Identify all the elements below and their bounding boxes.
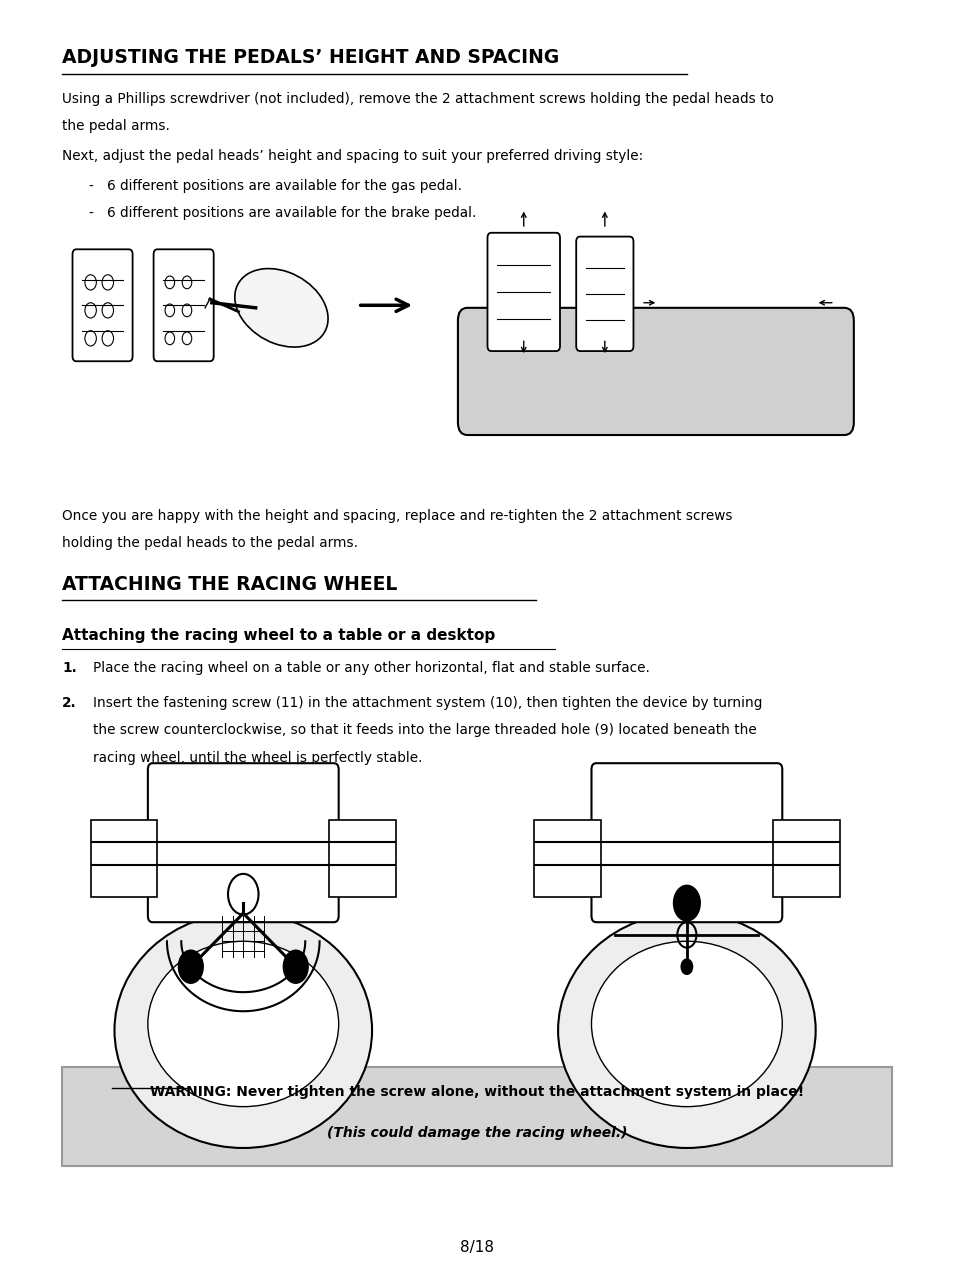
Ellipse shape bbox=[558, 913, 815, 1147]
Text: Once you are happy with the height and spacing, replace and re-tighten the 2 att: Once you are happy with the height and s… bbox=[62, 509, 732, 523]
Text: 1.: 1. bbox=[62, 661, 76, 675]
Text: (This could damage the racing wheel.): (This could damage the racing wheel.) bbox=[327, 1126, 626, 1140]
Ellipse shape bbox=[148, 941, 338, 1107]
FancyBboxPatch shape bbox=[591, 763, 781, 922]
Text: ATTACHING THE RACING WHEEL: ATTACHING THE RACING WHEEL bbox=[62, 575, 397, 594]
Text: ADJUSTING THE PEDALS’ HEIGHT AND SPACING: ADJUSTING THE PEDALS’ HEIGHT AND SPACING bbox=[62, 48, 558, 67]
Text: Using a Phillips screwdriver (not included), remove the 2 attachment screws hold: Using a Phillips screwdriver (not includ… bbox=[62, 92, 773, 106]
FancyBboxPatch shape bbox=[576, 237, 633, 351]
Text: -   6 different positions are available for the brake pedal.: - 6 different positions are available fo… bbox=[89, 206, 476, 220]
Text: WARNING: Never tighten the screw alone, without the attachment system in place!: WARNING: Never tighten the screw alone, … bbox=[150, 1085, 803, 1099]
FancyBboxPatch shape bbox=[153, 249, 213, 361]
Text: the pedal arms.: the pedal arms. bbox=[62, 120, 170, 134]
Circle shape bbox=[178, 950, 203, 983]
Text: 2.: 2. bbox=[62, 696, 76, 710]
Text: racing wheel, until the wheel is perfectly stable.: racing wheel, until the wheel is perfect… bbox=[92, 750, 421, 764]
Text: holding the pedal heads to the pedal arms.: holding the pedal heads to the pedal arm… bbox=[62, 537, 357, 551]
Ellipse shape bbox=[114, 913, 372, 1147]
Text: 8/18: 8/18 bbox=[459, 1240, 494, 1255]
FancyBboxPatch shape bbox=[148, 763, 338, 922]
Ellipse shape bbox=[234, 268, 328, 347]
Text: Insert the fastening screw (11) in the attachment system (10), then tighten the : Insert the fastening screw (11) in the a… bbox=[92, 696, 761, 710]
FancyBboxPatch shape bbox=[62, 1067, 891, 1166]
FancyBboxPatch shape bbox=[487, 233, 559, 351]
Bar bbox=[772, 820, 839, 897]
Text: ALWAYS: ALWAYS bbox=[206, 782, 280, 800]
FancyBboxPatch shape bbox=[457, 308, 853, 435]
Ellipse shape bbox=[591, 941, 781, 1107]
Bar bbox=[534, 820, 600, 897]
FancyBboxPatch shape bbox=[72, 249, 132, 361]
Circle shape bbox=[283, 950, 308, 983]
Text: Attaching the racing wheel to a table or a desktop: Attaching the racing wheel to a table or… bbox=[62, 628, 495, 644]
Text: -   6 different positions are available for the gas pedal.: - 6 different positions are available fo… bbox=[89, 178, 461, 192]
Text: NEVER: NEVER bbox=[655, 782, 718, 800]
Circle shape bbox=[673, 885, 700, 921]
Bar bbox=[91, 820, 157, 897]
Circle shape bbox=[680, 959, 692, 974]
Text: the screw counterclockwise, so that it feeds into the large threaded hole (9) lo: the screw counterclockwise, so that it f… bbox=[92, 724, 756, 738]
Text: Next, adjust the pedal heads’ height and spacing to suit your preferred driving : Next, adjust the pedal heads’ height and… bbox=[62, 149, 642, 163]
Bar bbox=[329, 820, 395, 897]
Text: Place the racing wheel on a table or any other horizontal, flat and stable surfa: Place the racing wheel on a table or any… bbox=[92, 661, 649, 675]
